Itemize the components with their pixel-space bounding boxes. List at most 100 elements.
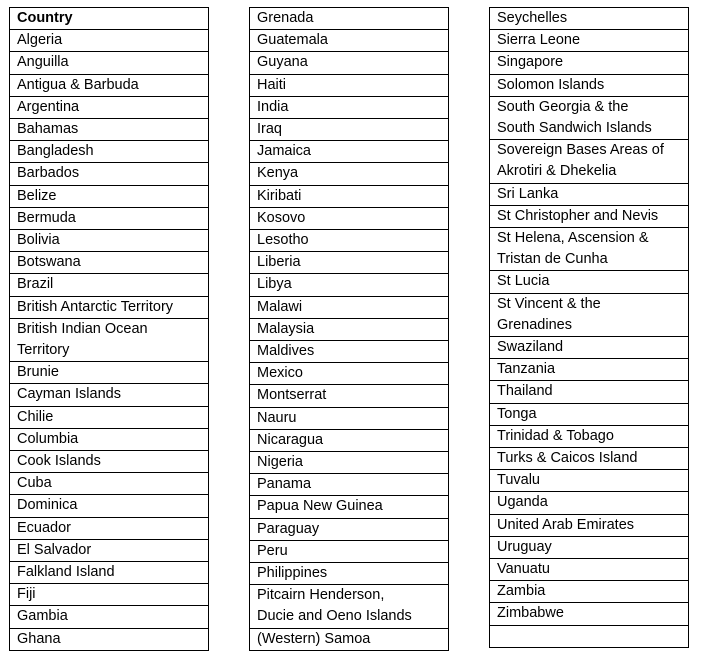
table-row: Liberia <box>249 251 449 275</box>
country-cell: Lesotho <box>249 229 449 253</box>
table-row: Thailand <box>489 380 689 404</box>
country-cell: Belize <box>9 184 209 208</box>
table-row: British Antarctic Territory <box>9 295 209 319</box>
country-table-column-1: Country Algeria Anguilla Antigua & Barbuda A… <box>9 6 209 651</box>
country-cell: Gambia <box>9 605 209 629</box>
table-row: Guyana <box>249 51 449 75</box>
country-cell: Uruguay <box>489 535 689 560</box>
country-cell: Brunie <box>9 361 209 385</box>
table-row: Singapore <box>489 51 689 75</box>
country-cell: Falkland Island <box>9 561 209 585</box>
country-cell: Seychelles <box>489 6 689 31</box>
country-cell: South Georgia & the South Sandwich Islan… <box>489 95 689 141</box>
table-row: Bermuda <box>9 206 209 231</box>
country-cell: Peru <box>249 539 449 564</box>
table-row: Jamaica <box>249 140 449 164</box>
country-cell: Vanuatu <box>489 558 689 582</box>
country-cell: Trinidad & Tobago <box>489 424 689 449</box>
table-row: Cook Islands <box>9 450 209 474</box>
country-cell: Malaysia <box>249 317 449 342</box>
country-cell: Malawi <box>249 295 449 319</box>
country-cell: Bahamas <box>9 118 209 142</box>
table-header-row: Country <box>9 6 209 31</box>
table-row: Chilie <box>9 405 209 429</box>
country-cell: Nicaragua <box>249 428 449 453</box>
country-cell: Guatemala <box>249 29 449 53</box>
country-cell: Thailand <box>489 380 689 404</box>
table-row: Tonga <box>489 402 689 426</box>
country-cell: Cook Islands <box>9 450 209 474</box>
table-row: Kiribati <box>249 184 449 208</box>
country-cell: Brazil <box>9 273 209 297</box>
table-row: Belize <box>9 184 209 208</box>
table-row: Botswana <box>9 251 209 275</box>
table-row: Pitcairn Henderson, Ducie and Oeno Islan… <box>249 584 449 629</box>
table-row: Tanzania <box>489 358 689 382</box>
table-row: Brazil <box>9 273 209 297</box>
table-row: St Christopher and Nevis <box>489 204 689 229</box>
table-row: Montserrat <box>249 384 449 408</box>
table-row: Seychelles <box>489 6 689 31</box>
table-row <box>489 624 689 648</box>
table-row: Maldives <box>249 340 449 364</box>
country-cell: India <box>249 95 449 120</box>
country-cell: Mexico <box>249 362 449 386</box>
table-row: Columbia <box>9 427 209 452</box>
table-row: India <box>249 95 449 120</box>
country-cell: Columbia <box>9 427 209 452</box>
country-cell: Turks & Caicos Island <box>489 447 689 471</box>
table-row: British Indian Ocean Territory <box>9 317 209 363</box>
table-row: Iraq <box>249 118 449 142</box>
table-row: Lesotho <box>249 229 449 253</box>
country-cell: Zimbabwe <box>489 602 689 626</box>
country-cell: Paraguay <box>249 517 449 541</box>
table-row: Guatemala <box>249 29 449 53</box>
table-row: Sierra Leone <box>489 29 689 53</box>
table-row: Sri Lanka <box>489 182 689 206</box>
table-row: Barbados <box>9 162 209 186</box>
country-cell: (Western) Samoa <box>249 627 449 651</box>
country-cell: Singapore <box>489 51 689 75</box>
country-cell: St Lucia <box>489 270 689 294</box>
country-cell: United Arab Emirates <box>489 513 689 537</box>
table-row: Libya <box>249 273 449 297</box>
table-row: Zambia <box>489 580 689 604</box>
country-cell: Liberia <box>249 251 449 275</box>
country-cell: Bolivia <box>9 229 209 253</box>
table-row: Swaziland <box>489 336 689 360</box>
table-row: Philippines <box>249 562 449 586</box>
country-table-column-3: Seychelles Sierra Leone Singapore Solomon I… <box>489 6 689 648</box>
table-row: Vanuatu <box>489 558 689 582</box>
country-cell: Antigua & Barbuda <box>9 73 209 97</box>
country-cell: Cuba <box>9 472 209 496</box>
country-cell: St Christopher and Nevis <box>489 204 689 229</box>
table-row: Papua New Guinea <box>249 495 449 519</box>
table-row: Paraguay <box>249 517 449 541</box>
column-header-country: Country <box>9 6 209 31</box>
table-row: Ghana <box>9 627 209 651</box>
table-row: Uganda <box>489 491 689 515</box>
country-cell: Fiji <box>9 583 209 607</box>
country-cell: Sri Lanka <box>489 182 689 206</box>
table-row: St Lucia <box>489 270 689 294</box>
country-cell: Libya <box>249 273 449 297</box>
country-cell: Grenada <box>249 6 449 31</box>
table-row: United Arab Emirates <box>489 513 689 537</box>
table-row: Cuba <box>9 472 209 496</box>
country-cell: Barbados <box>9 162 209 186</box>
table-row: Malaysia <box>249 317 449 342</box>
country-cell: Papua New Guinea <box>249 495 449 519</box>
country-cell: Swaziland <box>489 336 689 360</box>
table-row: Nicaragua <box>249 428 449 453</box>
table-row: Bolivia <box>9 229 209 253</box>
table-row: Ecuador <box>9 516 209 540</box>
table-row: Malawi <box>249 295 449 319</box>
table-row: Gambia <box>9 605 209 629</box>
country-cell: Panama <box>249 473 449 497</box>
country-cell: Nigeria <box>249 451 449 475</box>
table-row: Fiji <box>9 583 209 607</box>
country-cell: British Indian Ocean Territory <box>9 317 209 363</box>
table-row: Trinidad & Tobago <box>489 424 689 449</box>
table-row: Panama <box>249 473 449 497</box>
